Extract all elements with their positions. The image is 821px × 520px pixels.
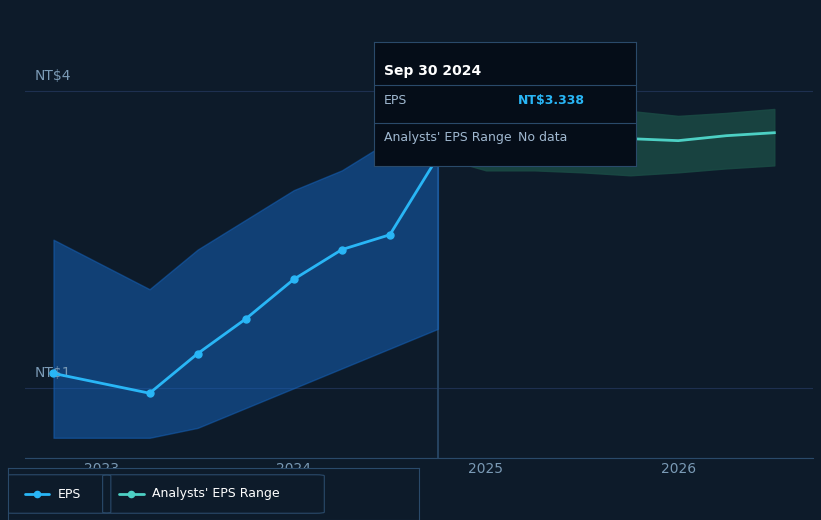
Point — [431, 152, 444, 161]
Text: No data: No data — [518, 132, 567, 145]
Point — [191, 349, 204, 358]
Point — [47, 369, 60, 378]
Text: Analysts Forecasts: Analysts Forecasts — [447, 56, 564, 69]
Point — [383, 230, 397, 239]
Text: EPS: EPS — [57, 488, 80, 500]
Text: Actual: Actual — [395, 56, 434, 69]
Point — [431, 152, 444, 161]
Point — [239, 315, 252, 323]
Point — [287, 275, 300, 283]
Text: Analysts' EPS Range: Analysts' EPS Range — [384, 132, 511, 145]
Text: NT$3.338: NT$3.338 — [518, 94, 585, 107]
Text: EPS: EPS — [384, 94, 407, 107]
Point — [624, 135, 637, 143]
Text: Analysts' EPS Range: Analysts' EPS Range — [152, 488, 279, 500]
Point — [335, 245, 348, 254]
Point — [143, 389, 156, 397]
Text: NT$1: NT$1 — [34, 367, 71, 380]
Text: Sep 30 2024: Sep 30 2024 — [384, 64, 481, 78]
Point — [479, 126, 493, 135]
Point — [468, 253, 481, 262]
Text: NT$4: NT$4 — [34, 69, 71, 83]
